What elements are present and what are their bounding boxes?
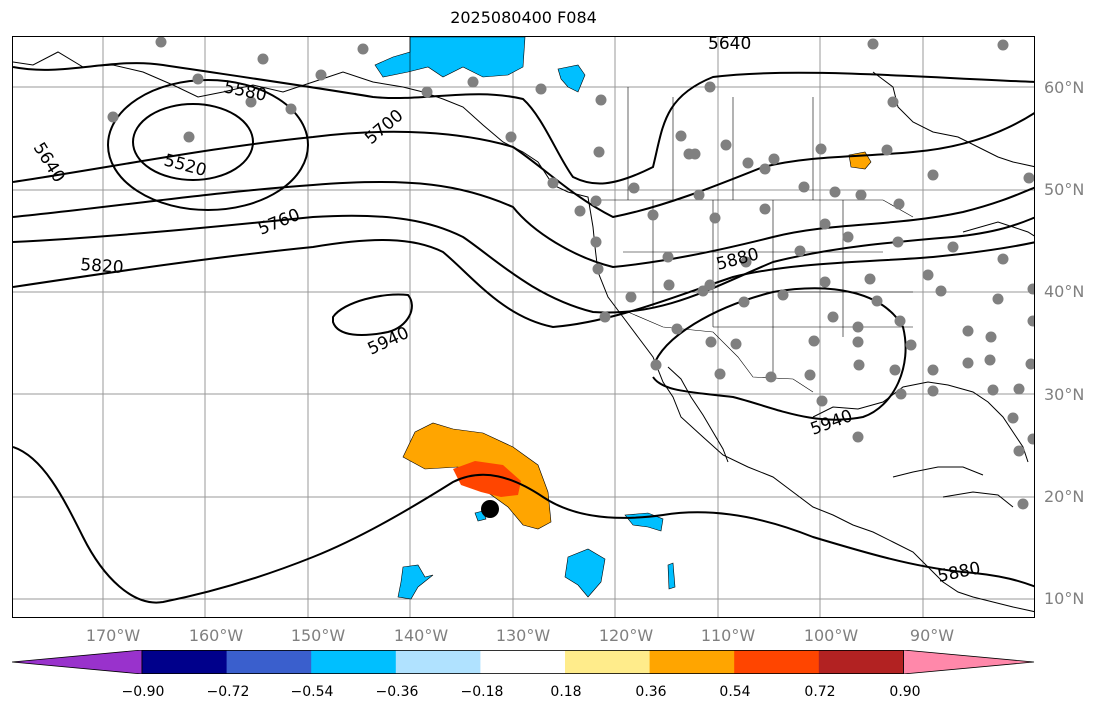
contour-label: 5700 <box>361 106 407 149</box>
contour-label: 5940 <box>808 406 855 440</box>
contour-label: 5940 <box>365 323 413 359</box>
lon-label: 160°W <box>188 626 244 645</box>
colorbar-tick-label: 0.72 <box>804 684 836 700</box>
lon-label: 100°W <box>803 626 859 645</box>
negative-anomaly-south2 <box>397 564 434 600</box>
contour-label: 5760 <box>255 205 303 240</box>
colorbar-outline <box>141 650 904 674</box>
lat-label: 10°N <box>1044 589 1085 608</box>
lon-label: 170°W <box>85 626 141 645</box>
positive-anomaly-max <box>453 461 521 497</box>
lat-label: 30°N <box>1044 385 1085 404</box>
lat-label: 60°N <box>1044 78 1085 97</box>
graticule <box>13 37 1034 617</box>
map-title: 2025080400 F084 <box>450 8 597 27</box>
contour-label: 5820 <box>80 255 125 278</box>
colorbar-tick-label: −0.54 <box>290 684 334 700</box>
negative-anomaly-small1 <box>557 64 586 93</box>
lon-label: 130°W <box>495 626 551 645</box>
negative-anomaly-north <box>374 37 526 78</box>
colorbar-tick-label: −0.36 <box>375 684 419 700</box>
contour-label: 5580 <box>222 77 268 106</box>
colorbar-segment <box>142 650 228 674</box>
contour-label: 5880 <box>936 558 982 587</box>
colorbar-segment <box>818 650 904 674</box>
colorbar-tick-label: −0.18 <box>460 684 504 700</box>
colorbar <box>12 650 1035 674</box>
height-contours <box>13 62 1034 604</box>
lon-label: 90°W <box>909 626 955 645</box>
lon-label: 150°W <box>290 626 346 645</box>
lon-label: 140°W <box>393 626 449 645</box>
contour-label: 5640 <box>708 37 751 54</box>
lon-label: 110°W <box>700 626 756 645</box>
map-canvas: 5640 5580 5520 5700 5640 5760 5820 5880 … <box>13 37 1034 617</box>
borders <box>409 37 914 393</box>
station-dots <box>107 37 1034 510</box>
map-panel: 5640 5580 5520 5700 5640 5760 5820 5880 … <box>12 36 1035 618</box>
colorbar-tick-label: 0.90 <box>889 684 921 700</box>
colorbar-extend-low <box>12 650 143 674</box>
colorbar-tick-label: 0.18 <box>550 684 582 700</box>
colorbar-tick-label: −0.90 <box>121 684 165 700</box>
colorbar-segment <box>734 650 820 674</box>
negative-anomaly-small2 <box>667 562 676 590</box>
colorbar-tick-label: −0.72 <box>206 684 250 700</box>
colorbar-segment <box>649 650 735 674</box>
colorbar-segment <box>565 650 651 674</box>
storm-center-marker <box>481 500 499 518</box>
colorbar-segment <box>480 650 566 674</box>
coastlines <box>13 51 1034 613</box>
colorbar-segment <box>395 650 481 674</box>
lat-label: 40°N <box>1044 282 1085 301</box>
lon-label: 120°W <box>598 626 654 645</box>
colorbar-tick-label: 0.54 <box>719 684 751 700</box>
shaded-fields <box>374 37 872 600</box>
colorbar-segment <box>311 650 397 674</box>
negative-anomaly-south1 <box>564 548 606 598</box>
colorbar-extend-high <box>903 650 1035 674</box>
colorbar-segment <box>226 650 312 674</box>
lat-label: 50°N <box>1044 180 1085 199</box>
lat-label: 20°N <box>1044 487 1085 506</box>
colorbar-tick-label: 0.36 <box>635 684 667 700</box>
